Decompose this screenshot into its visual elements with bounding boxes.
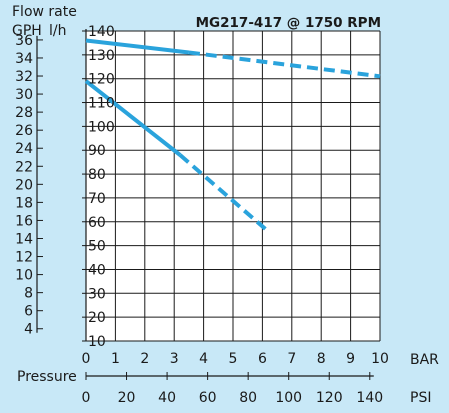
y-axis-label: Flow rate [12,4,77,20]
axis-ticks [36,29,374,380]
y-tick-label-lh: 40 [88,262,106,278]
x-tick-label-bar: 9 [346,351,355,367]
y-tick-label-gph: 8 [24,286,33,302]
y-tick-label-lh: 90 [88,143,106,159]
x-tick-label-psi: 140 [356,390,383,406]
x-tick-label-bar: 10 [371,351,389,367]
series-2-dashed-line [178,153,267,231]
y-tick-label-gph: 10 [15,268,33,284]
grid-lines [85,30,381,342]
y-tick-label-lh: 100 [88,119,115,135]
y-tick-label-gph: 32 [15,69,33,85]
y-tick-label-gph: 22 [15,159,33,175]
x-tick-label-psi: 120 [316,390,343,406]
y-tick-label-lh: 50 [88,239,106,255]
y-tick-label-gph: 14 [15,231,33,247]
y-tick-label-gph: 28 [15,105,33,121]
x-tick-label-bar: 7 [287,351,296,367]
y-units-outer: GPH [12,23,42,39]
series-2-solid-line [84,79,182,157]
x-tick-label-bar: 3 [170,351,179,367]
series-1-dashed-line [188,50,381,79]
y-tick-label-lh: 30 [88,286,106,302]
y-tick-label-gph: 24 [15,141,33,157]
y-tick-label-gph: 20 [15,177,33,193]
x-units-bottom: PSI [410,390,431,406]
y-tick-label-gph: 12 [15,250,33,266]
y-tick-label-gph: 6 [24,304,33,320]
x-tick-label-psi: 0 [82,390,91,406]
x-tick-label-bar: 8 [317,351,326,367]
x-tick-label-bar: 6 [258,351,267,367]
y-tick-label-lh: 80 [88,167,106,183]
x-tick-label-bar: 5 [229,351,238,367]
x-tick-label-bar: 0 [82,351,91,367]
x-units-top: BAR [410,352,439,368]
y-tick-label-lh: 10 [88,334,106,350]
x-tick-label-bar: 1 [111,351,120,367]
tick-labels: 0 1 2 3 4 5 6 7 8 9 101020304050607080901001101201… [15,24,389,406]
y-tick-label-gph: 4 [24,322,33,338]
y-tick-label-lh: 140 [88,24,115,40]
x-axis-label: Pressure [17,369,77,385]
y-tick-label-lh: 20 [88,310,106,326]
y-tick-label-lh: 130 [88,48,115,64]
chart-title: MG217-417 @ 1750 RPM [196,15,381,31]
x-tick-label-psi: 80 [239,390,257,406]
y-tick-label-lh: 120 [88,72,115,88]
series-lines [84,38,381,231]
x-tick-label-bar: 4 [199,351,208,367]
y-tick-label-gph: 34 [15,51,33,67]
x-tick-label-psi: 100 [275,390,302,406]
x-tick-label-psi: 40 [158,390,176,406]
y-tick-label-gph: 36 [15,33,33,49]
y-units-inner: l/h [49,23,66,39]
y-tick-label-gph: 18 [15,195,33,211]
y-tick-label-gph: 16 [15,213,33,229]
series-1-solid-line [85,38,190,55]
x-tick-label-psi: 20 [118,390,136,406]
y-tick-label-lh: 60 [88,215,106,231]
y-tick-label-lh: 70 [88,191,106,207]
y-tick-label-lh: 110 [88,96,115,112]
x-tick-label-psi: 60 [199,390,217,406]
y-tick-label-gph: 26 [15,123,33,139]
y-tick-label-gph: 30 [15,87,33,103]
x-tick-label-bar: 2 [140,351,149,367]
